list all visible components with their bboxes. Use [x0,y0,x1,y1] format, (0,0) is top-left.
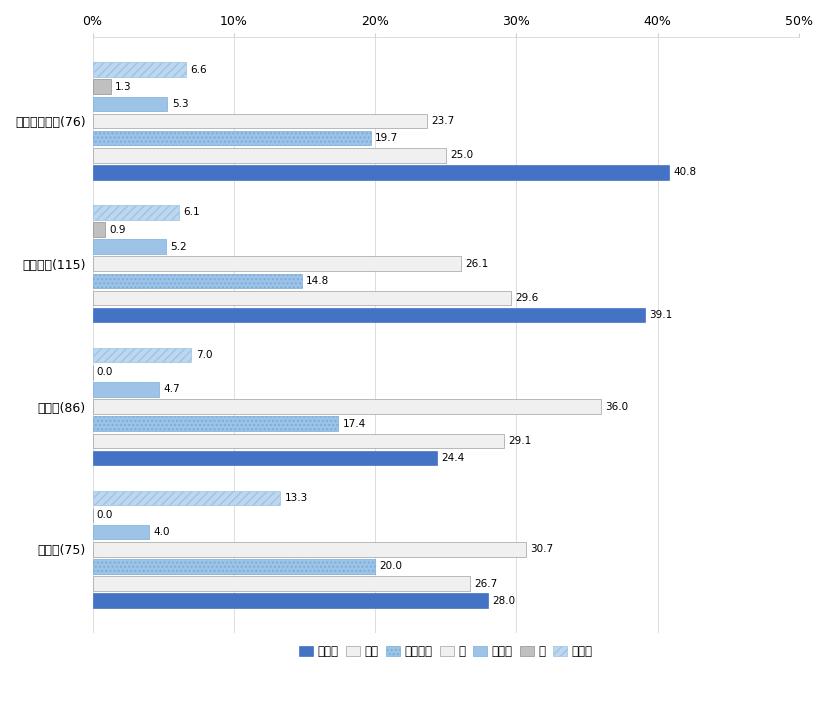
Text: 40.8: 40.8 [672,167,696,177]
Bar [93,205,179,219]
Text: 23.7: 23.7 [431,116,454,126]
Bar [93,576,469,591]
Text: 5.3: 5.3 [171,99,188,109]
Bar [93,348,191,363]
Bar [93,165,668,180]
Bar [93,291,510,305]
Text: 28.0: 28.0 [492,595,515,606]
Text: 5.2: 5.2 [170,242,187,252]
Bar [93,148,445,162]
Text: 39.1: 39.1 [648,310,672,320]
Text: 29.1: 29.1 [507,436,531,446]
Bar [93,308,644,323]
Text: 26.7: 26.7 [474,579,497,588]
Text: 26.1: 26.1 [465,259,488,269]
Text: 1.3: 1.3 [115,82,131,91]
Bar [93,79,111,94]
Bar [93,257,461,271]
Text: 30.7: 30.7 [530,544,553,555]
Bar [93,593,488,608]
Bar [93,239,166,254]
Text: 6.1: 6.1 [183,207,199,217]
Bar [93,114,427,128]
Bar [93,96,167,111]
Bar [93,399,600,414]
Bar [93,63,185,77]
Bar [93,416,338,431]
Bar [93,222,105,237]
Text: 0.9: 0.9 [109,224,126,235]
Text: 24.4: 24.4 [441,453,464,463]
Legend: 配偶者, 父母, 兄弟姉妹, 子, 祖父母, 孫, その他: 配偶者, 父母, 兄弟姉妹, 子, 祖父母, 孫, その他 [294,640,596,663]
Text: 14.8: 14.8 [305,276,329,286]
Text: 29.6: 29.6 [514,293,538,303]
Bar [93,273,301,288]
Bar [93,131,370,146]
Text: 17.4: 17.4 [342,419,366,429]
Bar [93,491,280,505]
Text: 4.7: 4.7 [163,385,179,394]
Text: 6.6: 6.6 [190,65,207,75]
Bar [93,525,149,539]
Text: 4.0: 4.0 [153,527,170,537]
Text: 0.0: 0.0 [97,510,113,520]
Bar [93,451,437,465]
Bar [93,559,375,574]
Text: 20.0: 20.0 [379,562,402,572]
Text: 19.7: 19.7 [375,133,398,143]
Text: 13.3: 13.3 [284,493,308,503]
Text: 36.0: 36.0 [605,401,628,411]
Bar [93,434,503,448]
Bar [93,542,526,557]
Text: 7.0: 7.0 [195,350,212,360]
Text: 0.0: 0.0 [97,367,113,378]
Text: 25.0: 25.0 [450,150,472,160]
Bar [93,382,159,396]
